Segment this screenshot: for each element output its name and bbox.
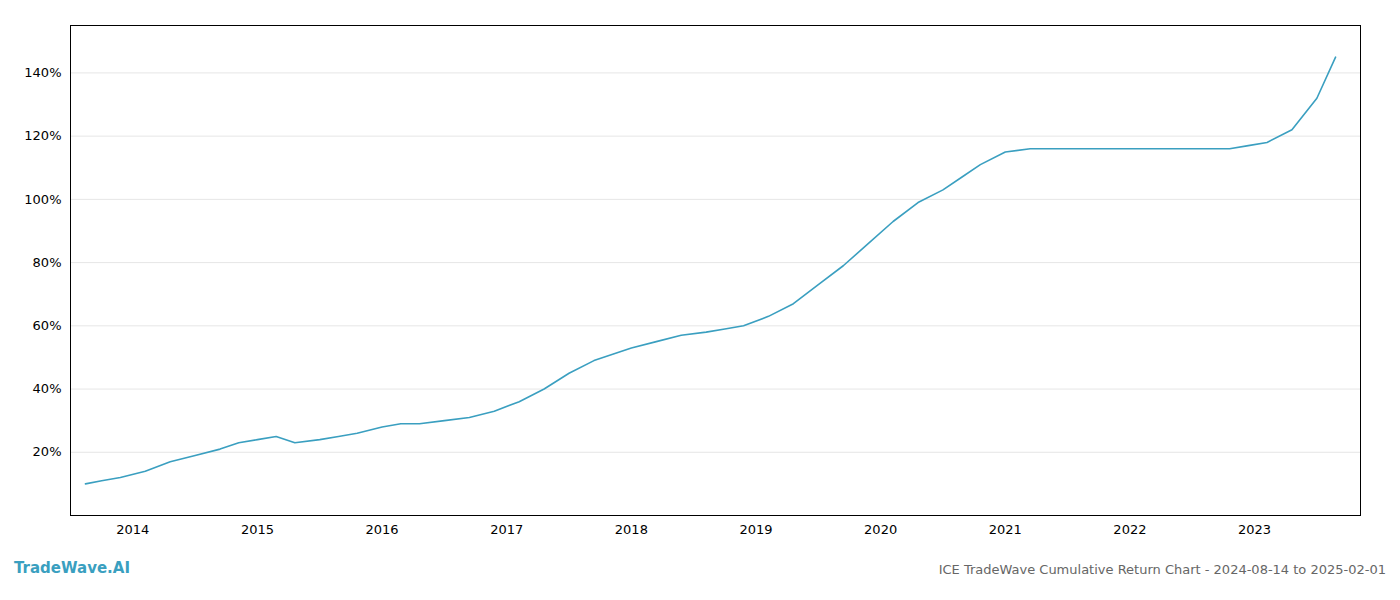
html-text:TradeWave.AI: TradeWave.AI [14, 559, 130, 577]
svg-text:2022: 2022 [1113, 522, 1146, 537]
svg-text:100%: 100% [24, 192, 61, 207]
svg-text:2016: 2016 [366, 522, 399, 537]
svg-text:20%: 20% [33, 444, 62, 459]
svg-text:40%: 40% [33, 381, 62, 396]
svg-text:2023: 2023 [1238, 522, 1271, 537]
svg-text:140%: 140% [24, 65, 61, 80]
html-text:ICE TradeWave Cumulative Retur: ICE TradeWave Cumulative Return Chart - … [938, 562, 1386, 577]
svg-text:2015: 2015 [241, 522, 274, 537]
svg-text:120%: 120% [24, 128, 61, 143]
svg-text:2017: 2017 [490, 522, 523, 537]
svg-text:2018: 2018 [615, 522, 648, 537]
svg-text:60%: 60% [33, 318, 62, 333]
svg-text:2019: 2019 [739, 522, 772, 537]
svg-text:80%: 80% [33, 255, 62, 270]
svg-text:2020: 2020 [864, 522, 897, 537]
svg-text:2021: 2021 [989, 522, 1022, 537]
svg-text:2014: 2014 [116, 522, 149, 537]
